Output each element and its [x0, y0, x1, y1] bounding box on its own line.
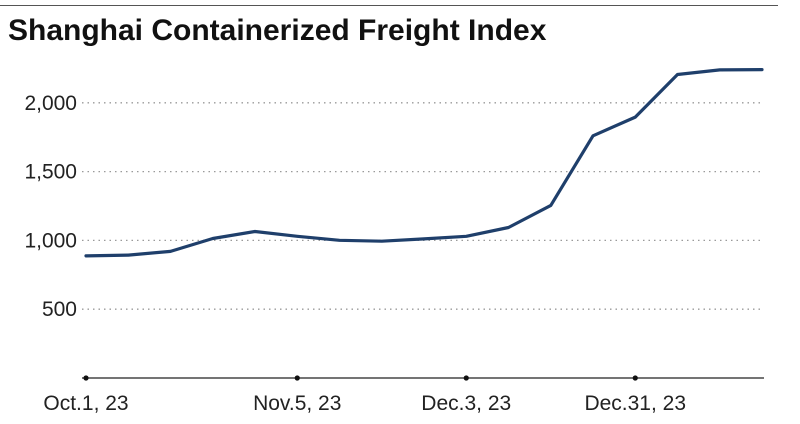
x-tick-label: Oct.1, 23 — [43, 392, 128, 415]
x-tick-mark — [463, 375, 469, 381]
x-tick-label: Dec.31, 23 — [584, 392, 686, 415]
x-tick-mark — [83, 375, 89, 381]
x-tick-mark — [632, 375, 638, 381]
x-tick-label: Nov.5, 23 — [253, 392, 341, 415]
x-tick-label: Dec.3, 23 — [421, 392, 511, 415]
top-rule — [0, 5, 778, 6]
gridlines — [82, 102, 764, 310]
x-tick-mark — [294, 375, 300, 381]
series-line-scfi — [84, 68, 764, 258]
y-tick-label: 1,000 — [24, 229, 77, 252]
y-axis-tick-labels: 500 1,000 1,500 2,000 — [24, 92, 77, 321]
chart-title: Shanghai Containerized Freight Index — [8, 14, 547, 47]
y-tick-label: 2,000 — [24, 92, 77, 115]
y-tick-label: 500 — [42, 298, 77, 321]
x-axis-ticks: Oct.1, 23 Nov.5, 23 Dec.3, 23 Dec.31, 23 — [43, 375, 686, 415]
y-tick-label: 1,500 — [24, 161, 77, 184]
